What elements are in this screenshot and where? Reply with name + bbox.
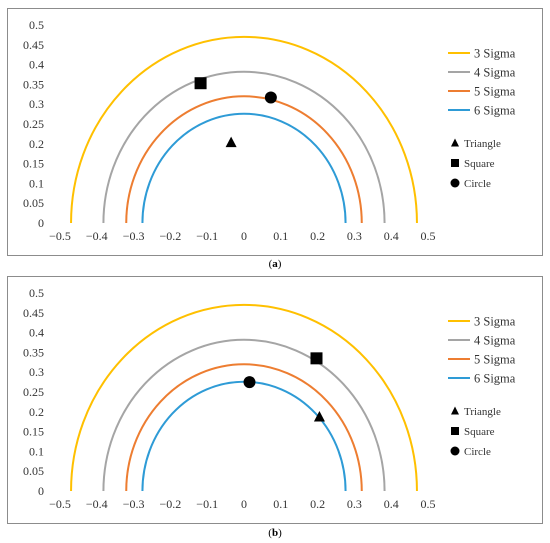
chart-a-legend-label: Square [464,158,495,170]
chart-b-x-tick-label: 0.1 [273,497,288,511]
chart-a-svg: 0 0.05 0.1 0.15 0.2 0.25 0.3 0.35 0.4 0.45 0.5 −0.5… [23,18,516,243]
chart-a-y-tick-label: 0.5 [29,18,44,32]
chart-b-legend-label: 3 Sigma [474,315,516,329]
chart-b-y-tick-label: 0.1 [29,444,44,458]
chart-b-curve-5-sigma [125,363,363,492]
caption-a-label: a [272,258,278,270]
chart-b-x-tick-label: −0.1 [196,497,218,511]
chart-b-x-tick-label: 0.2 [310,497,325,511]
chart-a-x-tick-label: −0.2 [160,229,182,243]
chart-a-x-tick-label: 0.2 [310,229,325,243]
chart-b-x-tick-label: 0.5 [421,497,436,511]
chart-a-y-tick-label: 0.4 [29,58,44,72]
chart-a-y-tick-label: 0.45 [23,38,44,52]
chart-b-y-tick-label: 0.15 [23,425,44,439]
chart-a-legend-label: Circle [464,178,491,190]
chart-b-legend-label: Circle [464,446,491,458]
chart-a-legend-label: 6 Sigma [474,104,516,118]
chart-a-y-tick-label: 0.3 [29,97,44,111]
chart-a-y-tick-label: 0.2 [29,137,44,151]
chart-a-y-tick-label: 0.35 [23,77,44,91]
chart-a-legend-label: 5 Sigma [474,85,516,99]
chart-b-point-triangle [313,410,325,422]
chart-a-curve-6-sigma [141,112,347,224]
chart-a-legend-label: Triangle [464,138,501,150]
chart-a-x-tick-label: 0.1 [273,229,288,243]
chart-a-x-tick-label: −0.1 [196,229,218,243]
chart-a-y-tick-label: 0.15 [23,157,44,171]
caption-a: (a) [268,258,282,270]
chart-b-x-tick-label: −0.4 [86,497,108,511]
chart-a-x-tick-label: 0.4 [384,229,399,243]
chart-a-x-tick-label: 0 [241,229,247,243]
chart-a-x-tick-label: −0.4 [86,229,108,243]
chart-b-svg: 0 0.05 0.1 0.15 0.2 0.25 0.3 0.35 0.4 0.45 0.5 −0.5… [23,286,516,511]
chart-b-legend-marker-circle [450,446,460,456]
chart-a-legend-marker-circle [450,178,460,188]
chart-b-y-tick-label: 0.5 [29,286,44,300]
chart-a-y-tick-label: 0.1 [29,176,44,190]
chart-panel-a: 0 0.05 0.1 0.15 0.2 0.25 0.3 0.35 0.4 0.45 0.5 −0.5… [7,8,543,256]
chart-b-legend-marker-triangle [451,406,459,415]
chart-b-curve-4-sigma [102,338,386,492]
chart-a-point-triangle [225,136,237,148]
chart-b-y-tick-label: 0.45 [23,306,44,320]
chart-b-y-tick-label: 0.35 [23,345,44,359]
chart-b-legend-label: Triangle [464,406,501,418]
chart-a-legend-label: 3 Sigma [474,47,516,61]
chart-a-legend-marker-square [451,159,459,167]
chart-b-y-tick-label: 0.05 [23,464,44,478]
chart-b-x-tick-label: −0.5 [49,497,71,511]
chart-a-point-square [194,77,207,90]
chart-b-y-tick-label: 0.3 [29,365,44,379]
chart-b-legend-label: 6 Sigma [474,372,516,386]
chart-a-x-tick-label: −0.5 [49,229,71,243]
chart-b-x-tick-label: 0.3 [347,497,362,511]
chart-a-legend-label: 4 Sigma [474,66,516,80]
chart-a-legend-marker-triangle [451,138,459,147]
chart-a-curve-5-sigma [125,95,363,224]
chart-b-curve-3-sigma [70,303,418,492]
chart-b-curve-6-sigma [141,380,347,492]
chart-b-legend-label: 5 Sigma [474,353,516,367]
chart-b-y-tick-label: 0.2 [29,405,44,419]
chart-a-curve-3-sigma [70,35,418,224]
chart-b-x-tick-label: 0 [241,497,247,511]
chart-b-point-circle [243,376,256,389]
caption-b-label: b [271,527,279,539]
chart-b-y-tick-label: 0.25 [23,385,44,399]
chart-b-x-tick-label: −0.2 [160,497,182,511]
chart-a-y-tick-label: 0 [38,216,44,230]
chart-panel-b: 0 0.05 0.1 0.15 0.2 0.25 0.3 0.35 0.4 0.45 0.5 −0.5… [7,276,543,524]
chart-a-curve-4-sigma [102,70,386,224]
chart-b-point-square [310,352,323,365]
chart-a-x-tick-label: 0.3 [347,229,362,243]
chart-a-x-tick-label: 0.5 [421,229,436,243]
caption-b: (b) [268,527,282,539]
chart-a-y-tick-label: 0.25 [23,117,44,131]
chart-b-legend-label: Square [464,426,495,438]
chart-b-legend-label: 4 Sigma [474,334,516,348]
chart-b-x-tick-label: 0.4 [384,497,399,511]
chart-a-point-circle [264,91,277,104]
chart-a-y-tick-label: 0.05 [23,196,44,210]
chart-a-x-tick-label: −0.3 [123,229,145,243]
chart-b-x-tick-label: −0.3 [123,497,145,511]
chart-b-legend-marker-square [451,427,459,435]
chart-b-y-tick-label: 0.4 [29,326,44,340]
chart-b-y-tick-label: 0 [38,484,44,498]
